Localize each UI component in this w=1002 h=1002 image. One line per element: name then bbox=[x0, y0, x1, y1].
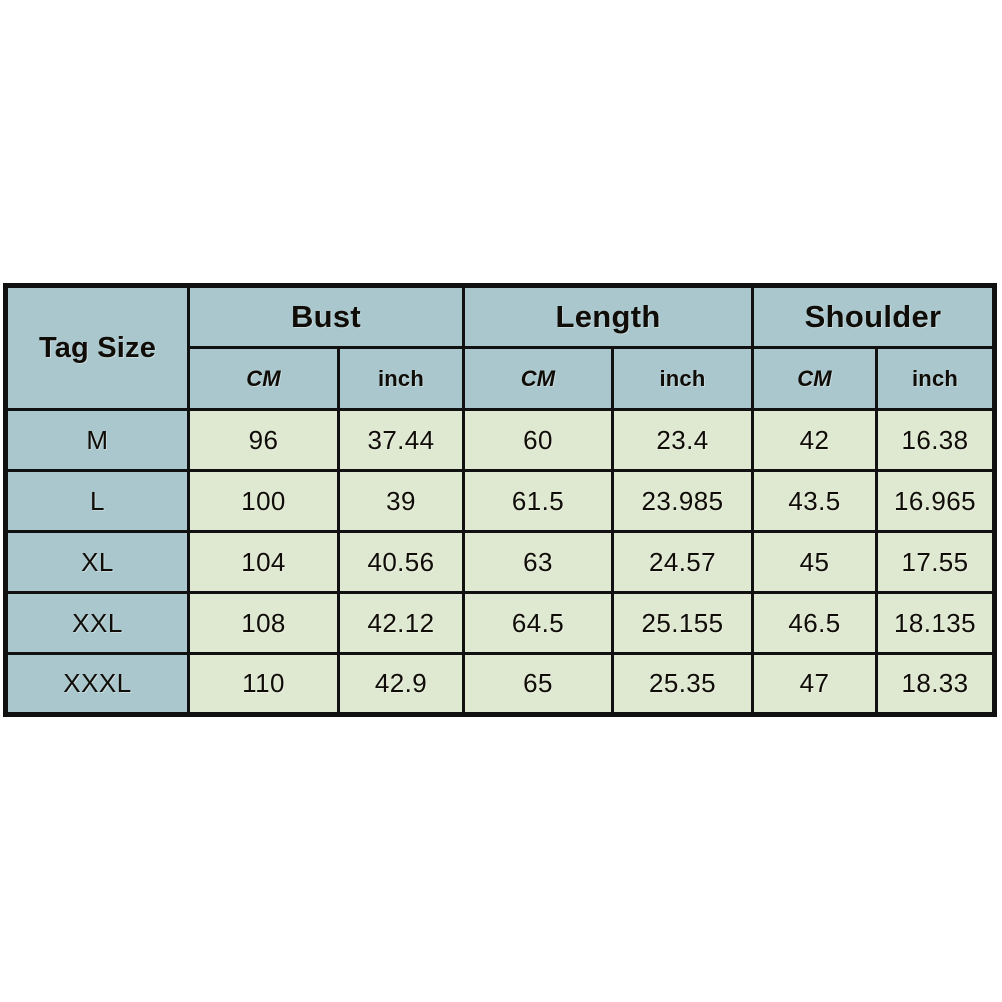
cell-shoulder-inch: 18.135 bbox=[875, 591, 997, 655]
size-chart-container: Tag Size Bust Length Shoulder CM inch CM… bbox=[3, 283, 998, 717]
cell-shoulder-cm: 42 bbox=[751, 408, 879, 472]
cell-size: L bbox=[4, 469, 190, 533]
table-header-row-groups: Tag Size Bust Length Shoulder bbox=[4, 284, 997, 411]
cell-bust-cm: 96 bbox=[187, 408, 340, 472]
cell-length-cm: 61.5 bbox=[462, 469, 614, 533]
header-unit-bust-inch: inch bbox=[337, 346, 465, 411]
cell-shoulder-inch: 17.55 bbox=[875, 530, 997, 594]
cell-length-cm: 63 bbox=[462, 530, 614, 594]
table-header-row-units: CM inch CM inch CM inch bbox=[6, 346, 997, 411]
cell-bust-inch: 42.12 bbox=[337, 591, 465, 655]
cell-size: XXL bbox=[4, 591, 190, 655]
header-unit-bust-cm: CM bbox=[187, 346, 340, 411]
table-row: XXL 108 42.12 64.5 25.155 46.5 18.135 bbox=[4, 591, 997, 655]
cell-shoulder-inch: 18.33 bbox=[875, 652, 997, 716]
header-unit-length-inch: inch bbox=[610, 346, 755, 411]
cell-shoulder-inch: 16.38 bbox=[875, 408, 997, 472]
cell-bust-cm: 104 bbox=[187, 530, 340, 594]
cell-size: XXXL bbox=[4, 652, 190, 716]
cell-shoulder-cm: 46.5 bbox=[751, 591, 879, 655]
header-group-bust: Bust bbox=[187, 284, 465, 349]
header-group-length: Length bbox=[461, 284, 755, 349]
cell-length-inch: 23.985 bbox=[610, 469, 755, 533]
table-row: L 100 39 61.5 23.985 43.5 16.965 bbox=[4, 469, 997, 533]
header-unit-length-cm: CM bbox=[462, 346, 614, 411]
cell-length-cm: 64.5 bbox=[462, 591, 614, 655]
table-row: XXXL 110 42.9 65 25.35 47 18.33 bbox=[4, 652, 997, 716]
cell-bust-inch: 40.56 bbox=[337, 530, 465, 594]
table-row: XL 104 40.56 63 24.57 45 17.55 bbox=[4, 530, 997, 594]
size-chart-table: Tag Size Bust Length Shoulder CM inch CM… bbox=[3, 283, 998, 717]
header-group-shoulder: Shoulder bbox=[751, 284, 997, 349]
cell-length-inch: 23.4 bbox=[610, 408, 755, 472]
cell-bust-inch: 37.44 bbox=[337, 408, 465, 472]
cell-size: XL bbox=[4, 530, 190, 594]
header-tag-size: Tag Size bbox=[4, 284, 190, 411]
cell-shoulder-inch: 16.965 bbox=[875, 469, 997, 533]
cell-shoulder-cm: 45 bbox=[751, 530, 879, 594]
cell-bust-inch: 39 bbox=[337, 469, 465, 533]
cell-bust-inch: 42.9 bbox=[337, 652, 465, 716]
header-unit-shoulder-inch: inch bbox=[875, 346, 997, 411]
table-row: M 96 37.44 60 23.4 42 16.38 bbox=[4, 408, 997, 472]
cell-length-inch: 25.155 bbox=[610, 591, 755, 655]
cell-length-cm: 60 bbox=[462, 408, 614, 472]
cell-length-cm: 65 bbox=[462, 652, 614, 716]
cell-bust-cm: 110 bbox=[187, 652, 340, 716]
cell-bust-cm: 100 bbox=[187, 469, 340, 533]
header-unit-shoulder-cm: CM bbox=[751, 346, 879, 411]
cell-bust-cm: 108 bbox=[187, 591, 340, 655]
cell-length-inch: 25.35 bbox=[610, 652, 755, 716]
cell-size: M bbox=[4, 408, 190, 472]
cell-shoulder-cm: 47 bbox=[751, 652, 879, 716]
cell-length-inch: 24.57 bbox=[610, 530, 755, 594]
cell-shoulder-cm: 43.5 bbox=[751, 469, 879, 533]
